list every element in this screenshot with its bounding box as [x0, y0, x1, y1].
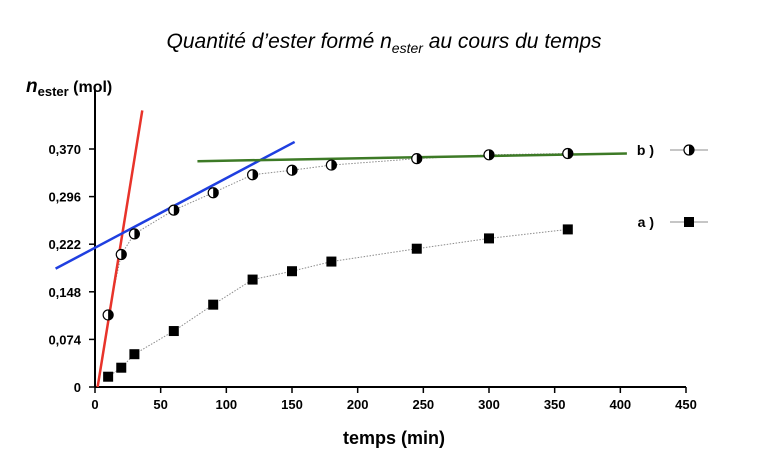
data-point-b [247, 169, 259, 181]
x-axis-label: temps (min) [342, 428, 445, 448]
y-tick-label: 0 [74, 380, 81, 395]
data-point-b [483, 149, 495, 161]
data-point-b [207, 187, 219, 199]
data-point-b [102, 309, 114, 321]
legend-marker-a [684, 217, 694, 227]
data-point-b [411, 153, 423, 165]
data-point-a [247, 274, 258, 285]
y-tick-label: 0,370 [48, 142, 81, 157]
data-point-a [326, 256, 337, 267]
y-tick-label: 0,222 [48, 237, 81, 252]
legend-label: a ) [638, 214, 654, 230]
data-point-b [286, 164, 298, 176]
legend-marker-b [683, 144, 695, 156]
y-axis-label: nester (mol) [26, 76, 113, 100]
x-tick-label: 400 [609, 397, 631, 412]
x-tick-label: 350 [544, 397, 566, 412]
data-point-a [484, 233, 494, 244]
data-point-b [562, 147, 574, 160]
legend-label: b ) [637, 142, 654, 158]
y-tick-label: 0,074 [48, 332, 81, 347]
x-tick-label: 0 [91, 397, 98, 412]
data-point-b [128, 228, 140, 240]
y-tick-label: 0,148 [48, 285, 81, 300]
data-point-a [103, 371, 114, 382]
x-tick-label: 50 [153, 397, 167, 412]
x-tick-label: 100 [215, 397, 237, 412]
y-tick-label: 0,296 [48, 190, 81, 205]
x-tick-label: 300 [478, 397, 500, 412]
tangent-line [96, 110, 144, 387]
x-tick-label: 200 [347, 397, 369, 412]
series-line [107, 228, 568, 378]
data-point-b [325, 159, 337, 171]
x-tick-label: 450 [675, 397, 697, 412]
chart-title: Quantité d’ester formé nester au cours d… [166, 30, 602, 57]
data-point-a [562, 224, 573, 235]
data-point-b [168, 204, 180, 216]
x-tick-label: 150 [281, 397, 303, 412]
series-line [107, 153, 568, 316]
x-tick-label: 250 [412, 397, 434, 412]
data-point-a [411, 243, 422, 254]
data-point-a [129, 349, 140, 360]
data-point-a [287, 266, 297, 277]
data-point-b [115, 248, 127, 261]
data-point-a [168, 326, 179, 337]
data-point-a [208, 299, 219, 310]
data-point-a [116, 362, 127, 373]
